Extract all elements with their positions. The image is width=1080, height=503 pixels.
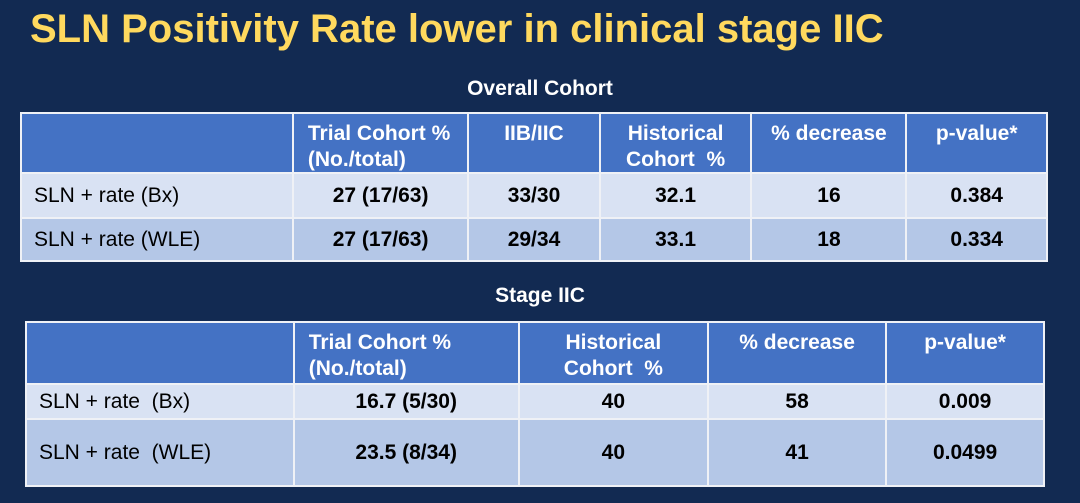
value-cell: 32.1 (598, 172, 753, 220)
value-cell: 33/30 (467, 172, 601, 220)
table-row: SLN + rate (Bx) 16.7 (5/30) 40 58 0.009 (25, 383, 1045, 420)
table-row: SLN + rate (WLE) 23.5 (8/34) 40 41 0.049… (25, 418, 1045, 487)
header-cell-p-value: p-value* (905, 111, 1048, 175)
table-header-row: Trial Cohort % (No./total) IIB/IIC Histo… (20, 111, 1048, 175)
row-label: SLN + rate (Bx) (20, 172, 294, 220)
value-cell: 0.334 (905, 217, 1048, 263)
stage-iic-table: Trial Cohort % (No./total) Historical Co… (25, 321, 1045, 487)
value-cell: 40 (517, 383, 710, 420)
value-cell: 41 (707, 418, 888, 487)
header-cell-iib-iic: IIB/IIC (467, 111, 601, 175)
table-caption-stage-iic: Stage IIC (495, 284, 585, 307)
header-cell-blank (25, 321, 295, 385)
header-cell-p-value: p-value* (885, 321, 1045, 385)
value-cell: 29/34 (467, 217, 601, 263)
header-cell-blank (20, 111, 294, 175)
value-cell: 27 (17/63) (291, 172, 470, 220)
header-cell-pct-decrease: % decrease (707, 321, 888, 385)
row-label: SLN + rate (WLE) (20, 217, 294, 263)
header-cell-trial-cohort: Trial Cohort % (No./total) (292, 321, 520, 385)
table-row: SLN + rate (WLE) 27 (17/63) 29/34 33.1 1… (20, 217, 1048, 263)
header-cell-historical-cohort: Historical Cohort % (517, 321, 710, 385)
row-label: SLN + rate (WLE) (25, 418, 295, 487)
overall-cohort-table: Trial Cohort % (No./total) IIB/IIC Histo… (20, 111, 1048, 263)
table-caption-overall-cohort: Overall Cohort (467, 77, 613, 100)
header-cell-pct-decrease: % decrease (750, 111, 908, 175)
header-cell-trial-cohort: Trial Cohort % (No./total) (291, 111, 470, 175)
value-cell: 33.1 (598, 217, 753, 263)
value-cell: 16.7 (5/30) (292, 383, 520, 420)
table-row: SLN + rate (Bx) 27 (17/63) 33/30 32.1 16… (20, 172, 1048, 220)
value-cell: 27 (17/63) (291, 217, 470, 263)
row-label: SLN + rate (Bx) (25, 383, 295, 420)
table-header-row: Trial Cohort % (No./total) Historical Co… (25, 321, 1045, 385)
value-cell: 58 (707, 383, 888, 420)
slide-title: SLN Positivity Rate lower in clinical st… (30, 7, 884, 51)
value-cell: 0.384 (905, 172, 1048, 220)
value-cell: 18 (750, 217, 908, 263)
value-cell: 23.5 (8/34) (292, 418, 520, 487)
value-cell: 0.009 (885, 383, 1045, 420)
value-cell: 0.0499 (885, 418, 1045, 487)
value-cell: 40 (517, 418, 710, 487)
header-cell-historical-cohort: Historical Cohort % (598, 111, 753, 175)
value-cell: 16 (750, 172, 908, 220)
